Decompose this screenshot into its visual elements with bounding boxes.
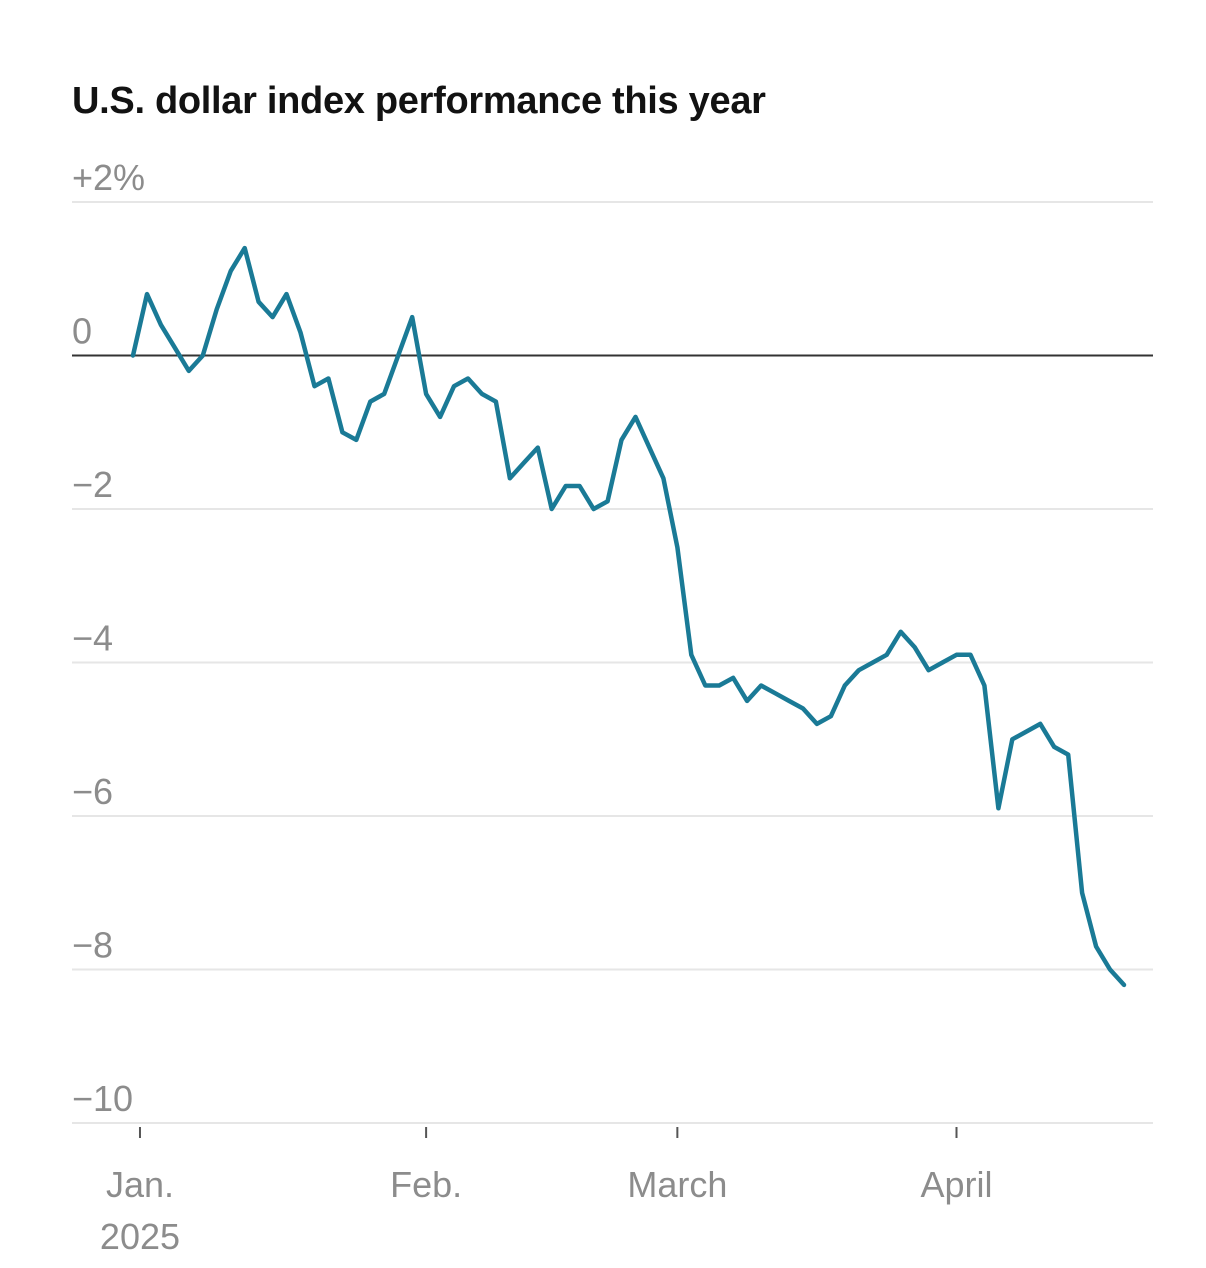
x-tick-label: Jan. [106,1164,174,1205]
series-line-dollar-index [130,245,1127,988]
x-tick-label: March [627,1164,727,1205]
x-tick-label: April [920,1164,992,1205]
y-axis-tick-labels: +2% 0 −2 −4 −6 −8 −10 [72,157,145,1119]
x-axis-ticks: Jan. 2025 Feb. March April [100,1127,993,1257]
y-tick-label: −4 [72,618,113,659]
y-tick-label: −8 [72,925,113,966]
series-layer [130,245,1127,988]
y-tick-label: 0 [72,311,92,352]
y-tick-label: +2% [72,157,145,198]
x-tick-label: Feb. [390,1164,462,1205]
chart-title: U.S. dollar index performance this year [72,80,766,122]
y-tick-label: −10 [72,1078,133,1119]
y-tick-label: −6 [72,771,113,812]
gridlines [72,201,1153,1124]
x-tick-sublabel: 2025 [100,1216,180,1257]
y-tick-label: −2 [72,464,113,505]
